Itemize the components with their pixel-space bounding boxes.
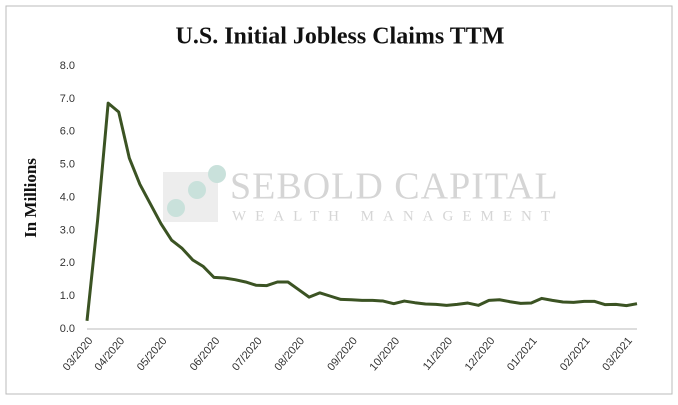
watermark-logo (167, 199, 185, 217)
watermark-title: SEBOLD CAPITAL (230, 166, 559, 208)
watermark-logo (163, 172, 218, 222)
y-tick-label: 6.0 (60, 126, 75, 138)
y-tick-label: 2.0 (60, 257, 75, 269)
data-line (85, 101, 638, 321)
y-tick-label: 1.0 (60, 290, 75, 302)
y-tick-label: 8.0 (60, 60, 75, 72)
y-tick-label: 4.0 (60, 191, 75, 203)
watermark-subtitle: WEALTH MANAGEMENT (232, 208, 559, 224)
chart-title: U.S. Initial Jobless Claims TTM (176, 24, 505, 50)
watermark-logo (208, 165, 226, 183)
y-axis-label: In Millions (21, 158, 40, 238)
y-tick-label: 7.0 (60, 93, 75, 105)
watermark-logo (188, 181, 206, 199)
y-tick-label: 3.0 (60, 224, 75, 236)
y-tick-label: 5.0 (60, 159, 75, 171)
watermark: SEBOLD CAPITAL WEALTH MANAGEMENT (163, 165, 559, 224)
y-tick-label: 0.0 (60, 323, 75, 335)
